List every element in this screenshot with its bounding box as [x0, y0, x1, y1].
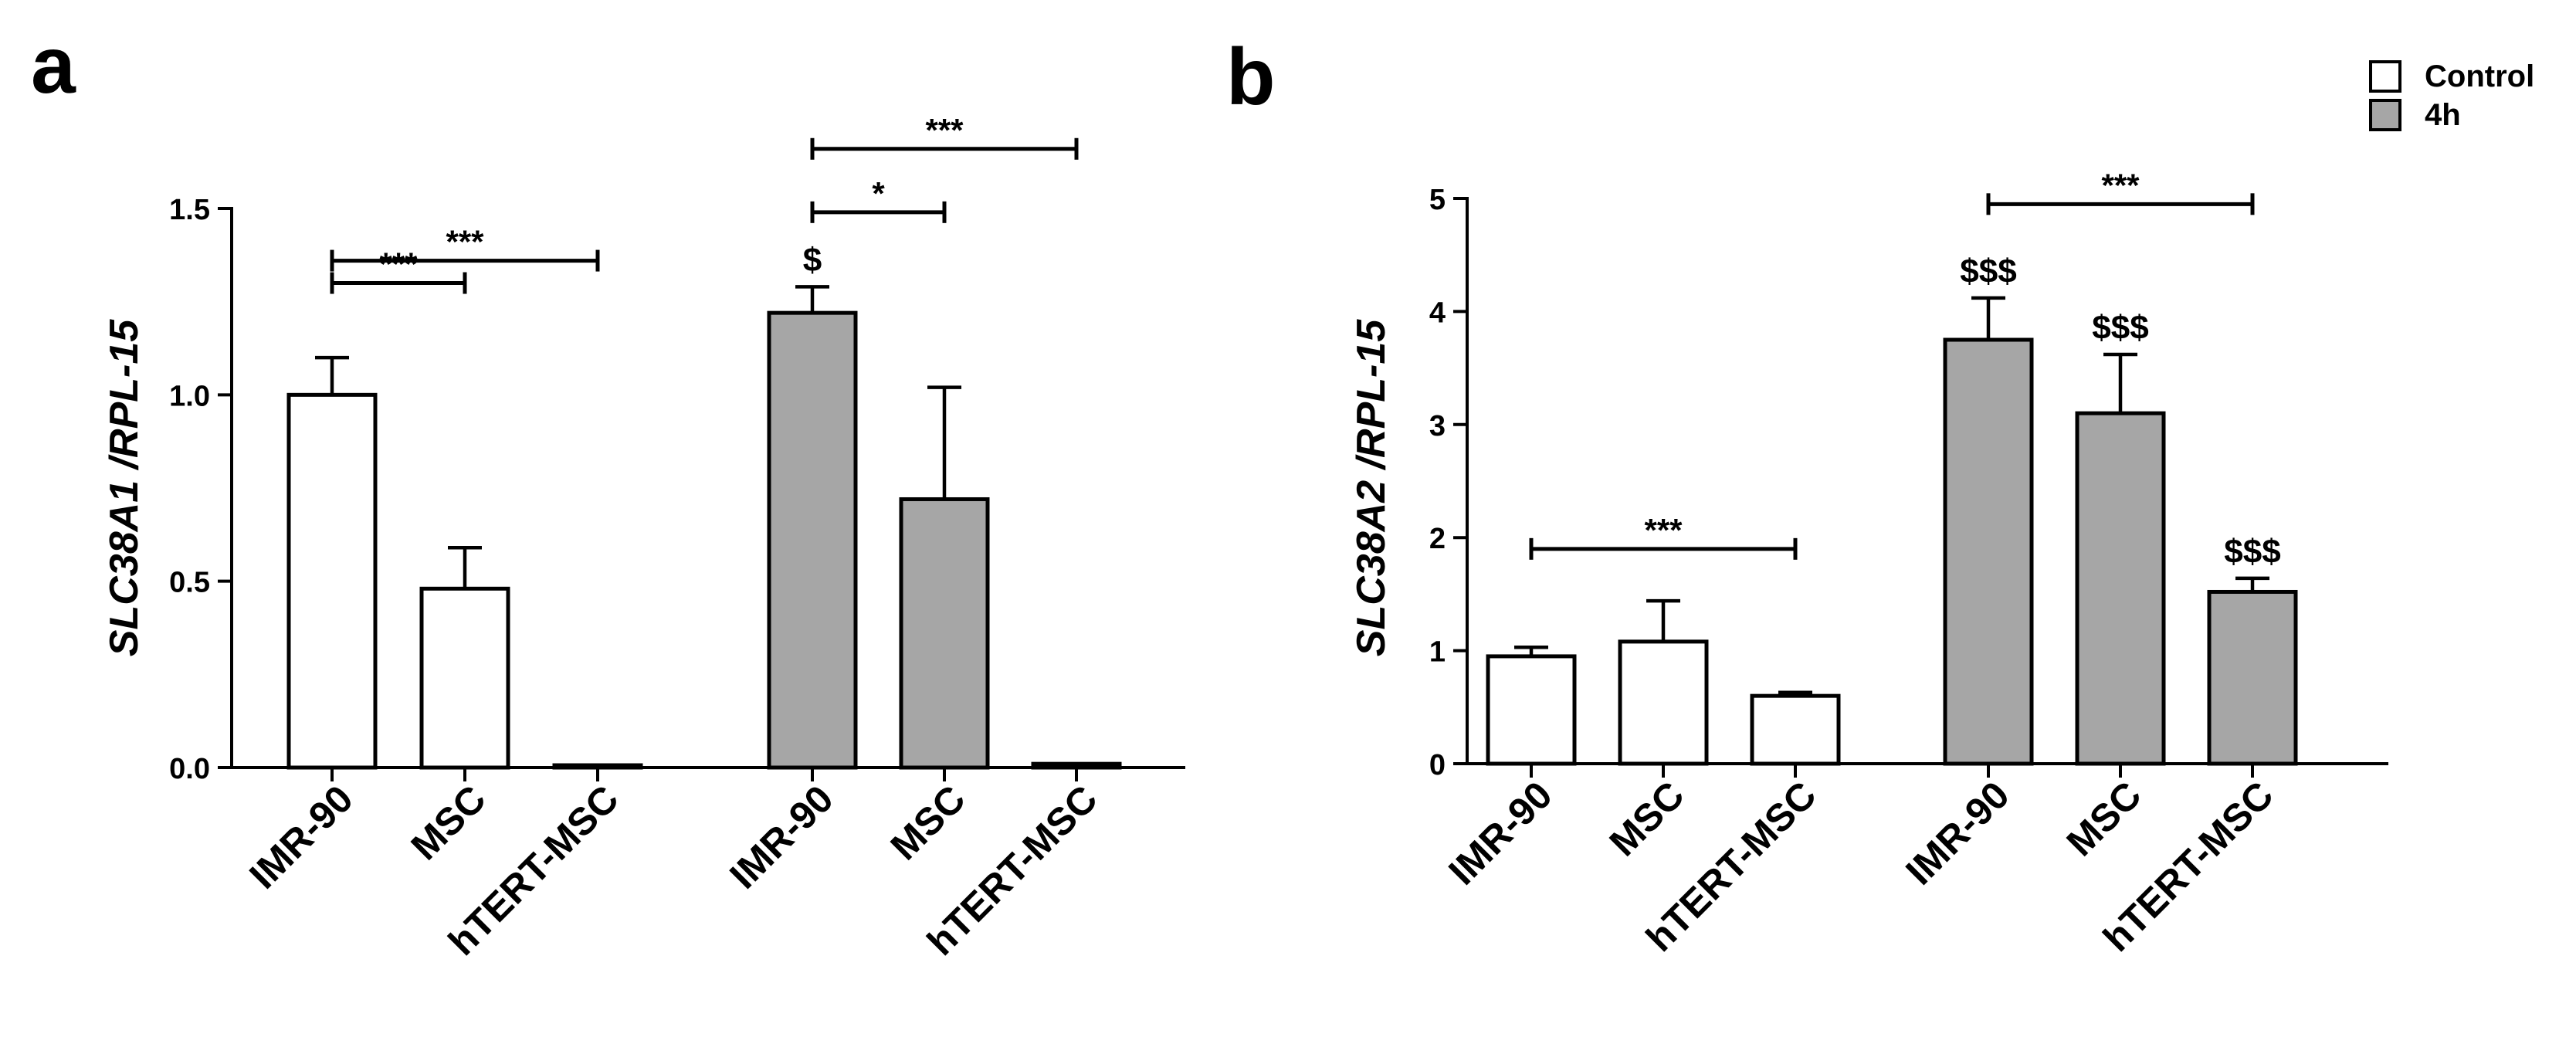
significance-label: *** [2101, 167, 2140, 203]
y-tick-label: 0.5 [169, 567, 210, 599]
y-axis-label: SLC38A1 /RPL-15 [102, 319, 147, 656]
y-tick-label: 1.5 [169, 194, 210, 226]
significance-label: *** [446, 224, 484, 260]
y-tick-label: 1.0 [169, 380, 210, 412]
y-tick-label: 4 [1429, 297, 1446, 329]
significance-mark: $$$ [2092, 309, 2148, 347]
panel-label: a [31, 21, 76, 110]
bar [899, 497, 990, 770]
panel-label: b [1226, 32, 1276, 122]
significance-label: *** [1644, 512, 1683, 548]
significance-mark: $$$ [1960, 253, 2016, 290]
bar [1750, 693, 1841, 766]
legend-label-4h: 4h [2425, 98, 2461, 132]
legend-swatch-4h [2369, 99, 2401, 131]
significance-label: * [872, 175, 885, 212]
x-tick-label: IMR-90 [1897, 773, 2018, 893]
y-tick-label: 2 [1429, 523, 1446, 555]
x-tick-label: MSC [2059, 773, 2150, 864]
bar [1486, 654, 1577, 766]
significance-mark: $$$ [2224, 533, 2280, 571]
significance-label: *** [379, 246, 418, 283]
bar [2207, 589, 2298, 766]
legend-label-control: Control [2425, 59, 2534, 93]
bar [419, 586, 510, 770]
x-tick-label: IMR-90 [1440, 773, 1561, 893]
x-tick-label: MSC [883, 777, 974, 868]
bar [2075, 411, 2166, 766]
bar [286, 392, 378, 770]
x-tick-label: MSC [1602, 773, 1693, 864]
x-tick-label: MSC [403, 777, 494, 868]
significance-mark: $ [803, 241, 822, 279]
legend: Control 4h [2369, 59, 2534, 132]
y-axis-label: SLC38A2 /RPL-15 [1349, 319, 1394, 656]
bar [1618, 639, 1709, 766]
bar [767, 310, 858, 770]
y-tick-label: 5 [1429, 184, 1446, 216]
y-tick-label: 1 [1429, 636, 1446, 669]
x-tick-label: IMR-90 [721, 777, 842, 897]
legend-swatch-control [2369, 60, 2401, 93]
significance-label: *** [925, 112, 964, 148]
y-tick-label: 0 [1429, 749, 1446, 781]
y-tick-label: 0.0 [169, 753, 210, 785]
bar [552, 763, 643, 770]
x-tick-label: IMR-90 [241, 777, 361, 897]
bar [1031, 761, 1122, 770]
y-tick-label: 3 [1429, 410, 1446, 442]
bar [1943, 337, 2034, 766]
